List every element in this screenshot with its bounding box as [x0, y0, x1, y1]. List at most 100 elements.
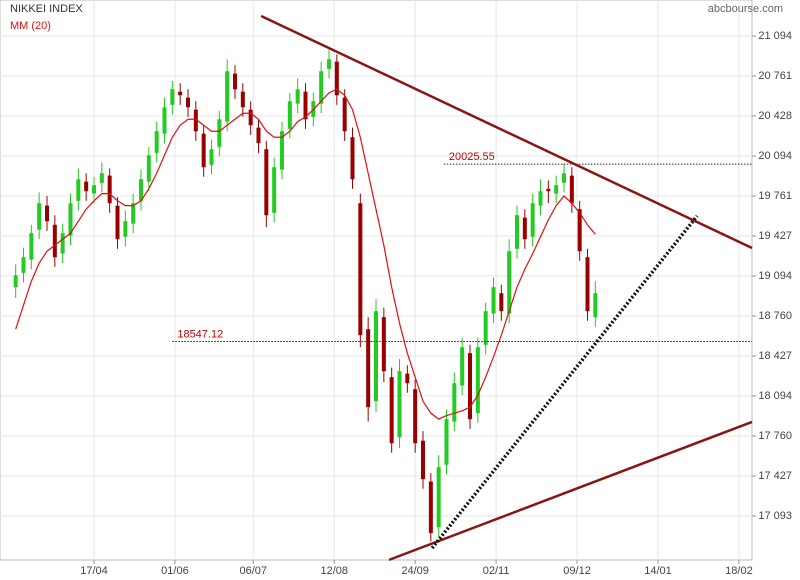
candle-body [209, 149, 214, 165]
y-tick-label: 20 094 [758, 150, 792, 162]
candle-body [178, 91, 183, 96]
candle-body [554, 185, 559, 194]
level-label: 18547.12 [177, 328, 223, 340]
candle-body [115, 205, 120, 240]
x-tick-label: 09/12 [563, 565, 591, 577]
chart-title: NIKKEI INDEX [10, 3, 83, 15]
candle-body [303, 91, 308, 120]
candle-body [162, 107, 167, 134]
candle-body [530, 203, 535, 237]
candle-body [421, 440, 425, 480]
candle-body [92, 185, 96, 194]
candle-body [170, 89, 175, 105]
candle-body [436, 467, 441, 528]
candle-body [99, 173, 104, 183]
candle-body [45, 205, 49, 222]
candle-body [272, 167, 277, 213]
candle-body [193, 109, 198, 132]
candle-body [468, 353, 472, 420]
trend-line [388, 420, 753, 562]
y-tick-label: 20 428 [758, 110, 792, 122]
trend-line [260, 14, 753, 250]
candle-body [256, 127, 261, 144]
candle-body [334, 61, 339, 96]
y-tick-label: 19 094 [758, 270, 792, 282]
candle-body [475, 347, 480, 414]
y-tick-label: 18 094 [758, 390, 792, 402]
y-tick-label: 21 094 [758, 30, 792, 42]
plot-area [0, 0, 753, 561]
candle-body [507, 251, 512, 314]
candle-body [381, 317, 386, 372]
candle-body [295, 89, 300, 104]
candle-body [248, 109, 253, 126]
x-tick-label: 12/08 [320, 565, 348, 577]
candle-body [287, 101, 292, 129]
candle-body [21, 257, 26, 273]
candle-body [569, 175, 574, 204]
candle-body [397, 371, 402, 438]
candle-body [577, 209, 582, 252]
candle-body [483, 311, 488, 345]
candle-body [374, 311, 378, 402]
candle-body [593, 293, 598, 318]
candle-body [389, 377, 394, 444]
candle-body [60, 233, 65, 254]
candle-body [413, 389, 418, 444]
candle-body [225, 71, 230, 122]
candle-body [515, 215, 519, 249]
candle-body [460, 347, 465, 386]
candle-body [76, 179, 81, 201]
y-tick-label: 19 427 [758, 230, 792, 242]
candle-body [146, 155, 151, 182]
trend-line [430, 214, 699, 550]
marks [13, 14, 753, 562]
candle-body [585, 257, 590, 312]
candle-body [562, 173, 566, 183]
x-tick-label: 24/09 [401, 565, 429, 577]
y-tick-label: 19 761 [758, 190, 792, 202]
candle-body [491, 287, 496, 314]
candle-body [522, 217, 527, 240]
candle-body [186, 97, 190, 108]
level-label: 20025.55 [449, 151, 495, 163]
candle-body [68, 203, 73, 236]
candle-body [280, 131, 284, 170]
candle-body [319, 71, 324, 104]
candle-body [452, 383, 457, 422]
candle-body [154, 131, 159, 153]
candle-body [350, 137, 355, 180]
candle-body [366, 329, 371, 408]
x-tick-label: 17/04 [80, 565, 108, 577]
candle-body [405, 373, 410, 384]
y-tick-label: 17 760 [758, 430, 792, 442]
candle-body [84, 181, 89, 192]
y-tick-label: 18 760 [758, 310, 792, 322]
candle-body [233, 73, 237, 90]
candle-body [201, 133, 206, 168]
candle-body [13, 275, 18, 288]
legend-entry: MM (20) [10, 20, 51, 32]
x-tick-label: 18/02 [725, 565, 753, 577]
x-tick-label: 14/01 [644, 565, 672, 577]
candle-body [264, 149, 269, 216]
candle-body [499, 293, 504, 312]
x-tick-label: 01/06 [161, 565, 189, 577]
x-tick-label: 06/07 [240, 565, 268, 577]
candle-body [358, 203, 363, 336]
candle-body [52, 224, 57, 258]
candle-body [139, 179, 143, 201]
candle-body [546, 188, 551, 192]
candle-body [37, 203, 42, 230]
candle-body [327, 59, 331, 69]
candle-body [107, 175, 112, 204]
y-tick-label: 17 093 [758, 510, 792, 522]
candle-body [131, 203, 136, 224]
candle-body [428, 481, 433, 534]
candle-body [342, 97, 347, 132]
y-tick-label: 20 761 [758, 70, 792, 82]
y-tick-label: 18 427 [758, 350, 792, 362]
y-tick-label: 17 427 [758, 470, 792, 482]
